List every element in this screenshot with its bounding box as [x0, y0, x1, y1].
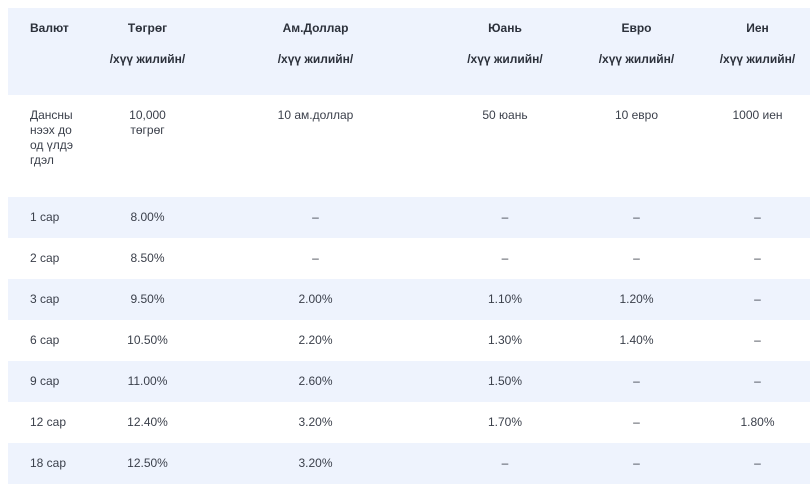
min-balance-label-text: Дансны нээх доод үлдэгдэл	[30, 108, 74, 167]
header-title: Төгрөг	[127, 21, 168, 35]
table-cell: –	[501, 456, 509, 470]
table-cell: 12.50%	[127, 456, 168, 470]
term-label: 18 сар	[30, 456, 67, 470]
table-cell: 1.30%	[487, 333, 523, 347]
table-cell: 8.00%	[130, 210, 165, 224]
table-cell: –	[754, 333, 761, 347]
header-subtitle: /хүү жилийн/	[467, 52, 543, 66]
table-header: Валют Төгрөг/хүү жилийн/ Ам.Доллар/хүү ж…	[8, 8, 810, 95]
header-jpy: Иен/хүү жилийн/	[705, 8, 810, 95]
table-cell: 11.00%	[127, 374, 168, 388]
header-mnt: Төгрөг/хүү жилийн/	[106, 8, 189, 95]
table-cell: –	[501, 251, 509, 265]
term-label: 2 сар	[30, 251, 60, 265]
table-cell: 12.40%	[127, 415, 168, 429]
table-cell: 8.50%	[130, 251, 165, 265]
table-row: 12 сар 12.40% 3.20% 1.70% – 1.80%	[8, 402, 810, 443]
table-row: 2 сар 8.50% – – – –	[8, 238, 810, 279]
term-label: 3 сар	[30, 292, 60, 306]
table-body: Дансны нээх доод үлдэгдэл 10,000 төгрөг …	[8, 95, 810, 484]
header-title: Юань	[488, 21, 522, 35]
table-cell: 9.50%	[130, 292, 165, 306]
table-cell: 1.50%	[487, 374, 523, 388]
header-title: Иен	[746, 21, 769, 35]
term-label: 12 сар	[30, 415, 67, 429]
header-title: Евро	[621, 21, 652, 35]
table-cell: 1.20%	[619, 292, 654, 306]
table-row: 18 сар 12.50% 3.20% – – –	[8, 443, 810, 484]
table-cell: –	[754, 210, 761, 224]
header-title: Валют	[30, 21, 69, 35]
table-cell: 3.20%	[298, 415, 333, 429]
table-cell: 1000 иен	[732, 108, 783, 122]
table-cell: –	[633, 415, 640, 429]
header-usd: Ам.Доллар/хүү жилийн/	[189, 8, 442, 95]
min-balance-row: Дансны нээх доод үлдэгдэл 10,000 төгрөг …	[8, 95, 810, 197]
table-cell: –	[312, 210, 319, 224]
table-cell: 1.70%	[487, 415, 523, 429]
term-label: 6 сар	[30, 333, 60, 347]
table-cell: 2.00%	[298, 292, 333, 306]
header-title: Ам.Доллар	[282, 21, 349, 35]
table-cell: –	[633, 251, 640, 265]
table-cell: –	[633, 374, 640, 388]
table-cell: 1.40%	[619, 333, 654, 347]
table-cell: 10 евро	[614, 108, 659, 122]
table-cell: 10,000 төгрөг	[129, 108, 166, 137]
table-cell: –	[754, 251, 761, 265]
table-cell: 50 юань	[482, 108, 528, 122]
header-subtitle: /хүү жилийн/	[598, 52, 675, 66]
header-subtitle: /хүү жилийн/	[277, 52, 354, 66]
term-label: 9 сар	[30, 374, 60, 388]
term-label: 1 сар	[30, 210, 60, 224]
table-cell: 1.10%	[487, 292, 523, 306]
table-cell: –	[754, 456, 761, 470]
deposit-rate-table: Валют Төгрөг/хүү жилийн/ Ам.Доллар/хүү ж…	[8, 8, 810, 484]
table-row: 1 сар 8.00% – – – –	[8, 197, 810, 238]
table-row: 3 сар 9.50% 2.00% 1.10% 1.20% –	[8, 279, 810, 320]
header-subtitle: /хүү жилийн/	[719, 52, 796, 66]
table-row: 9 сар 11.00% 2.60% 1.50% – –	[8, 361, 810, 402]
table-cell: –	[754, 374, 761, 388]
min-balance-label: Дансны нээх доод үлдэгдэл	[8, 95, 106, 197]
table-cell: –	[501, 210, 509, 224]
header-subtitle: /хүү жилийн/	[109, 52, 186, 66]
header-row: Валют Төгрөг/хүү жилийн/ Ам.Доллар/хүү ж…	[8, 8, 810, 95]
table-cell: 3.20%	[298, 456, 333, 470]
table-cell: –	[754, 292, 761, 306]
header-currency: Валют	[8, 8, 106, 95]
table-cell: –	[633, 456, 640, 470]
header-eur: Евро/хүү жилийн/	[568, 8, 705, 95]
table-row: 6 сар 10.50% 2.20% 1.30% 1.40% –	[8, 320, 810, 361]
header-cny: Юань/хүү жилийн/	[442, 8, 568, 95]
table-cell: 1.80%	[740, 415, 775, 429]
table-cell: 10 ам.доллар	[277, 108, 354, 122]
table-cell: 10.50%	[127, 333, 168, 347]
table-cell: –	[312, 251, 319, 265]
table-cell: 2.60%	[298, 374, 333, 388]
table-cell: 2.20%	[298, 333, 333, 347]
table-cell: –	[633, 210, 640, 224]
